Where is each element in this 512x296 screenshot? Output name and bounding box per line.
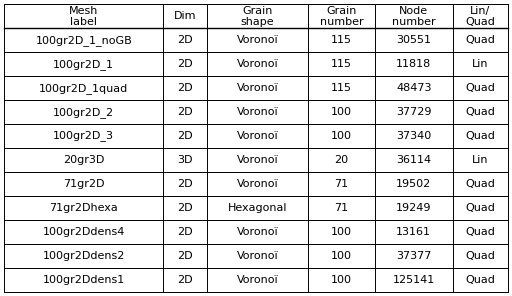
Text: 36114: 36114 [396,155,432,165]
Text: Voronoï: Voronoï [237,179,278,189]
Text: 2D: 2D [177,35,193,45]
Text: Lin: Lin [472,59,488,69]
Text: Quad: Quad [465,179,495,189]
Text: 115: 115 [331,59,352,69]
Text: 30551: 30551 [396,35,431,45]
Text: 19249: 19249 [396,203,432,213]
Text: 100: 100 [331,275,352,284]
Text: 100: 100 [331,131,352,141]
Text: Quad: Quad [465,35,495,45]
Text: Dim: Dim [174,12,196,21]
Text: Quad: Quad [465,251,495,261]
Text: Lin: Lin [472,155,488,165]
Text: 100: 100 [331,107,352,117]
Text: 100gr2D_1: 100gr2D_1 [53,59,114,70]
Text: shape: shape [241,17,274,27]
Text: 115: 115 [331,35,352,45]
Text: Voronoï: Voronoï [237,35,278,45]
Text: 13161: 13161 [396,227,431,237]
Text: Mesh: Mesh [69,6,98,16]
Text: 2D: 2D [177,83,193,93]
Text: Hexagonal: Hexagonal [228,203,287,213]
Text: 48473: 48473 [396,83,432,93]
Text: 71: 71 [334,203,349,213]
Text: 71gr2Dhexa: 71gr2Dhexa [49,203,118,213]
Text: number: number [392,17,436,27]
Text: 125141: 125141 [393,275,435,284]
Text: 2D: 2D [177,59,193,69]
Text: Voronoï: Voronoï [237,155,278,165]
Text: 100gr2D_2: 100gr2D_2 [53,107,114,118]
Text: 2D: 2D [177,107,193,117]
Text: 100: 100 [331,251,352,261]
Text: 11818: 11818 [396,59,432,69]
Text: 100gr2Ddens4: 100gr2Ddens4 [42,227,125,237]
Text: Voronoï: Voronoï [237,59,278,69]
Text: Voronoï: Voronoï [237,275,278,284]
Text: Quad: Quad [465,131,495,141]
Text: Quad: Quad [465,203,495,213]
Text: 37340: 37340 [396,131,432,141]
Text: 100gr2D_1quad: 100gr2D_1quad [39,83,129,94]
Text: Voronoï: Voronoï [237,227,278,237]
Text: 2D: 2D [177,131,193,141]
Text: 37729: 37729 [396,107,432,117]
Text: Quad: Quad [465,17,495,27]
Text: 19502: 19502 [396,179,432,189]
Text: 20gr3D: 20gr3D [63,155,104,165]
Text: 100gr2D_3: 100gr2D_3 [53,131,114,141]
Text: 71: 71 [334,179,349,189]
Text: Quad: Quad [465,83,495,93]
Text: 115: 115 [331,83,352,93]
Text: 20: 20 [334,155,349,165]
Text: Voronoï: Voronoï [237,251,278,261]
Text: label: label [70,17,97,27]
Text: 2D: 2D [177,203,193,213]
Text: 100gr2Ddens2: 100gr2Ddens2 [42,251,125,261]
Text: 100: 100 [331,227,352,237]
Text: 71gr2D: 71gr2D [63,179,104,189]
Text: Voronoï: Voronoï [237,107,278,117]
Text: 100gr2Ddens1: 100gr2Ddens1 [42,275,125,284]
Text: 2D: 2D [177,227,193,237]
Text: 2D: 2D [177,251,193,261]
Text: Grain: Grain [326,6,356,16]
Text: number: number [319,17,363,27]
Text: Quad: Quad [465,227,495,237]
Text: Grain: Grain [242,6,272,16]
Text: Voronoï: Voronoï [237,131,278,141]
Text: 2D: 2D [177,179,193,189]
Text: 3D: 3D [177,155,193,165]
Text: Lin/: Lin/ [471,6,490,16]
Text: Voronoï: Voronoï [237,83,278,93]
Text: 2D: 2D [177,275,193,284]
Text: Quad: Quad [465,107,495,117]
Text: Node: Node [399,6,429,16]
Text: 37377: 37377 [396,251,432,261]
Text: 100gr2D_1_noGB: 100gr2D_1_noGB [35,35,132,46]
Text: Quad: Quad [465,275,495,284]
